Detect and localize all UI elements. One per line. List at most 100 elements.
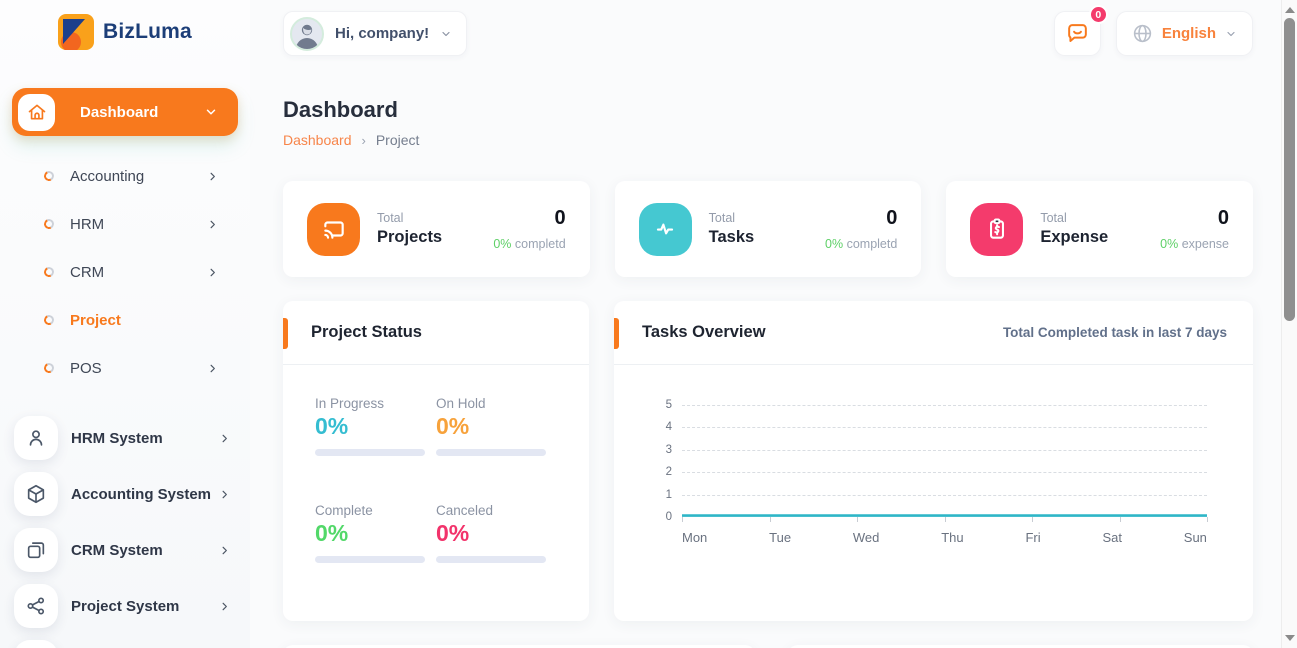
chevron-right-icon: [219, 545, 230, 556]
bullet-icon: [43, 170, 56, 183]
brand-logo: BizLuma: [58, 14, 250, 50]
sidebar-item-label: CRM: [70, 264, 104, 281]
vertical-scrollbar: [1281, 0, 1297, 648]
sidebar-item-crm[interactable]: CRM: [12, 248, 238, 296]
chevron-down-icon: [440, 28, 452, 40]
chevron-down-icon: [204, 105, 218, 119]
stat-percent-label: completd: [515, 237, 566, 251]
sidebar: BizLuma Dashboard Accounting HRM: [0, 0, 250, 648]
accent-bar: [283, 318, 288, 349]
cast-icon: [307, 203, 360, 256]
x-axis-tick: [1207, 517, 1208, 522]
sidebar-item-accounting[interactable]: Accounting: [12, 152, 238, 200]
sidebar-item-hrm[interactable]: HRM: [12, 200, 238, 248]
chevron-right-icon: [207, 267, 218, 278]
globe-icon: [1132, 23, 1153, 44]
person-icon: [14, 416, 58, 460]
bullet-icon: [43, 362, 56, 375]
sidebar-item-label: Project: [70, 312, 121, 329]
y-axis-tick-label: 4: [666, 420, 672, 434]
project-status-header: Project Status: [283, 301, 589, 365]
status-item-in-progress: In Progress 0%: [315, 396, 436, 456]
stat-sub: 0% expense: [1160, 237, 1229, 251]
panel-title: Project Status: [311, 323, 422, 342]
stat-label: Projects: [377, 228, 442, 247]
user-greeting: Hi, company!: [335, 25, 429, 42]
y-axis-tick-label: 0: [666, 510, 672, 524]
stat-sub: 0% completd: [493, 237, 565, 251]
status-value: 0%: [315, 413, 436, 440]
stat-label-top: Total: [709, 211, 755, 225]
frames-icon: [14, 528, 58, 572]
messages-button[interactable]: 0: [1054, 11, 1101, 56]
sidebar-item-label: HRM System: [71, 430, 163, 447]
chevron-right-icon: [219, 489, 230, 500]
breadcrumb-link-dashboard[interactable]: Dashboard: [283, 132, 352, 148]
progress-bar: [315, 449, 425, 456]
sidebar-item-project[interactable]: Project: [12, 296, 238, 344]
expense-clipboard-icon: [970, 203, 1023, 256]
sidebar-item-label: Project System: [71, 598, 179, 615]
project-status-body: In Progress 0% On Hold 0% Complete 0%: [283, 365, 589, 621]
status-item-complete: Complete 0%: [315, 503, 436, 563]
bullet-icon: [43, 218, 56, 231]
sidebar-item-user-management[interactable]: User Management: [0, 634, 250, 648]
y-axis-tick-label: 3: [666, 443, 672, 457]
scrollbar-thumb[interactable]: [1284, 18, 1295, 321]
stat-label-top: Total: [1040, 211, 1108, 225]
x-axis-tick-label: Wed: [853, 530, 880, 545]
page-title: Dashboard: [283, 97, 1253, 123]
stat-value: 0: [1160, 207, 1229, 230]
sidebar-item-dashboard[interactable]: Dashboard: [12, 88, 238, 136]
sidebar-item-crm-system[interactable]: CRM System: [0, 522, 250, 578]
stat-card-expense: Total Expense 0 0% expense: [946, 181, 1253, 277]
scroll-up-arrow[interactable]: [1285, 7, 1295, 13]
chart-area: 543210: [654, 405, 1207, 517]
x-axis-tick-label: Sat: [1102, 530, 1122, 545]
breadcrumb-current: Project: [376, 132, 420, 148]
sidebar-item-label: CRM System: [71, 542, 163, 559]
language-selector[interactable]: English: [1116, 11, 1253, 56]
chart-x-labels: MonTueWedThuFriSatSun: [682, 530, 1207, 545]
top-bar: Hi, company! 0 English: [283, 11, 1253, 56]
stat-percent-label: completd: [847, 237, 898, 251]
x-axis-tick-label: Mon: [682, 530, 707, 545]
accent-bar: [614, 318, 619, 349]
status-item-canceled: Canceled 0%: [436, 503, 557, 563]
breadcrumb-separator: ›: [362, 133, 366, 148]
tasks-overview-panel: Tasks Overview Total Completed task in l…: [614, 301, 1253, 621]
chevron-right-icon: [207, 363, 218, 374]
y-axis-tick-label: 5: [666, 398, 672, 412]
scroll-down-arrow[interactable]: [1285, 635, 1295, 641]
sidebar-item-label: Accounting System: [71, 486, 211, 503]
project-status-panel: Project Status In Progress 0% On Hold 0%: [283, 301, 589, 621]
stat-percent: 0%: [493, 237, 511, 251]
status-value: 0%: [436, 520, 557, 547]
sidebar-item-project-system[interactable]: Project System: [0, 578, 250, 634]
x-axis-tick-label: Thu: [941, 530, 963, 545]
system-menu: HRM System Accounting System CRM System: [0, 410, 250, 648]
sidebar-item-label: Dashboard: [80, 104, 158, 121]
chart-y-labels: 543210: [654, 405, 672, 517]
status-value: 0%: [315, 520, 436, 547]
stat-sub: 0% completd: [825, 237, 897, 251]
user-menu[interactable]: Hi, company!: [283, 11, 467, 56]
share-icon: [14, 584, 58, 628]
stats-row: Total Projects 0 0% completd Total Tasks…: [283, 181, 1253, 277]
chevron-down-icon: [1225, 28, 1237, 40]
sidebar-item-accounting-system[interactable]: Accounting System: [0, 466, 250, 522]
main-content: Hi, company! 0 English Dashboard: [250, 0, 1281, 648]
stat-percent: 0%: [825, 237, 843, 251]
sidebar-item-pos[interactable]: POS: [12, 344, 238, 392]
status-label: On Hold: [436, 396, 557, 411]
y-axis-tick-label: 2: [666, 465, 672, 479]
sidebar-item-hrm-system[interactable]: HRM System: [0, 410, 250, 466]
status-label: In Progress: [315, 396, 436, 411]
x-axis-tick: [682, 517, 683, 522]
pulse-icon: [639, 203, 692, 256]
stat-label: Tasks: [709, 228, 755, 247]
stat-percent: 0%: [1160, 237, 1178, 251]
status-label: Canceled: [436, 503, 557, 518]
status-label: Complete: [315, 503, 436, 518]
chat-icon: [1065, 21, 1090, 46]
